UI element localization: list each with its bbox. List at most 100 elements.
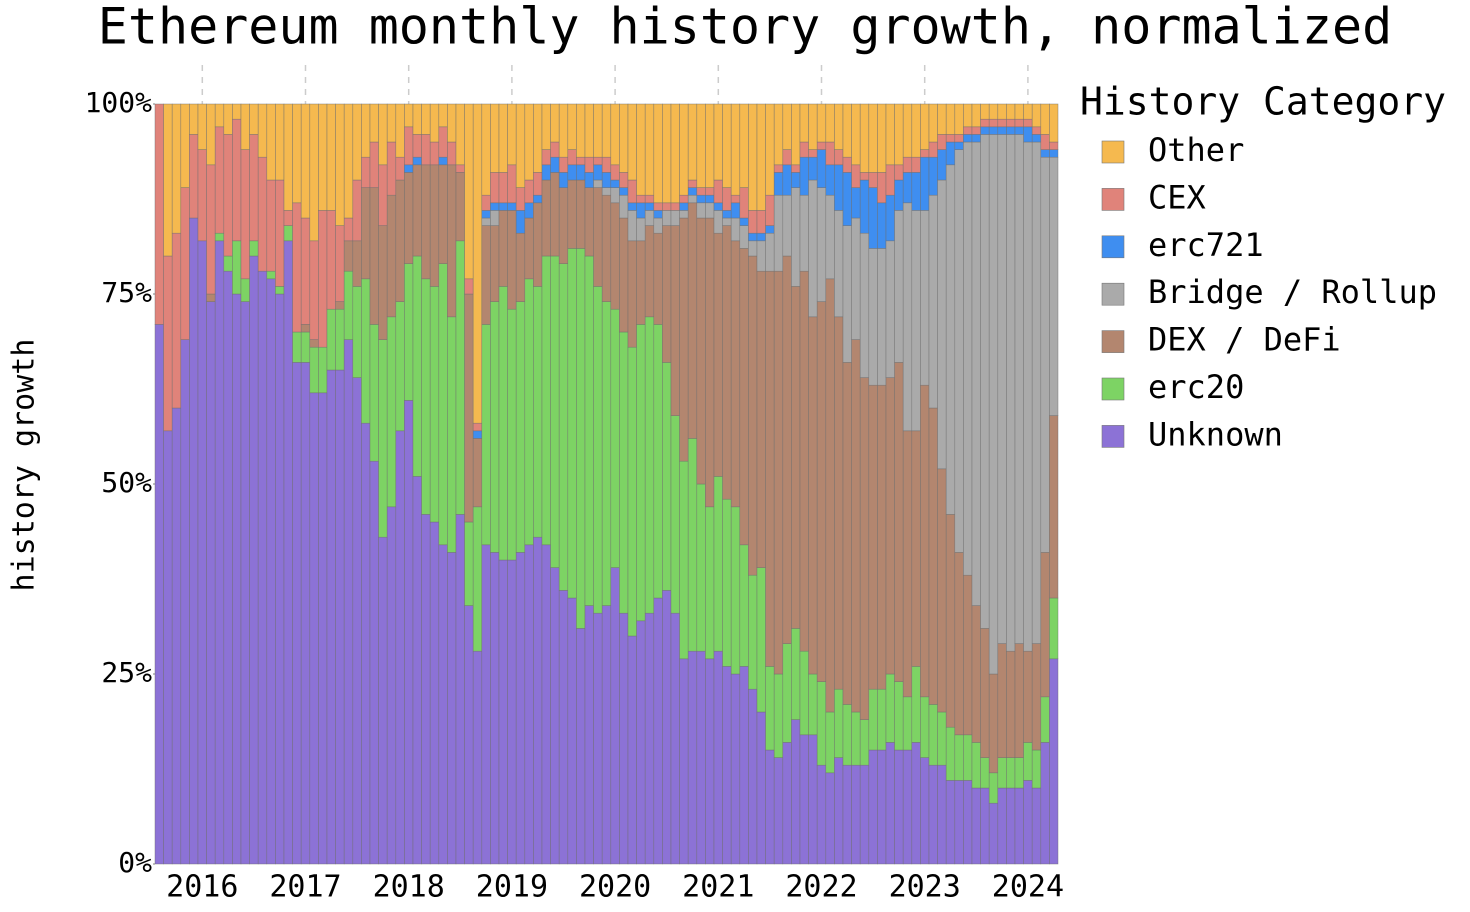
bar-segment xyxy=(163,103,173,257)
bar-segment xyxy=(558,187,569,264)
bar-segment xyxy=(343,240,354,272)
bar-segment xyxy=(859,179,870,234)
bar-segment xyxy=(722,225,732,500)
bar-segment xyxy=(687,438,698,652)
bar-segment xyxy=(834,164,844,211)
bar-segment xyxy=(1040,696,1050,743)
y-axis-label: history growth xyxy=(7,339,42,592)
bar-segment xyxy=(335,369,345,865)
legend-label: erc20 xyxy=(1148,368,1244,406)
bar-segment xyxy=(782,149,792,166)
bar-segment xyxy=(533,194,543,204)
bar-segment xyxy=(696,202,706,219)
bar-segment xyxy=(438,103,448,128)
bar-segment xyxy=(877,248,887,386)
bar-segment xyxy=(920,103,930,150)
bar-segment xyxy=(885,194,895,242)
bar-segment xyxy=(292,103,302,204)
bar-segment xyxy=(713,202,723,211)
bar-segment xyxy=(1040,149,1050,158)
bar-segment xyxy=(920,757,930,865)
bar-segment xyxy=(748,103,758,211)
bar-segment xyxy=(610,567,620,865)
bar-segment xyxy=(851,764,861,865)
bar-segment xyxy=(266,103,276,181)
bar-segment xyxy=(1049,141,1059,150)
bar-segment xyxy=(885,742,895,865)
bar-segment xyxy=(687,179,698,188)
bar-segment xyxy=(877,688,887,751)
bar-segment xyxy=(619,103,629,173)
bar-segment xyxy=(249,134,259,242)
bar-segment xyxy=(214,240,225,865)
bar-segment xyxy=(343,103,354,219)
bar-segment xyxy=(421,134,431,166)
bar-segment xyxy=(825,278,835,713)
bar-segment xyxy=(971,787,981,865)
bar-segment xyxy=(412,476,422,865)
bar-segment xyxy=(877,103,887,173)
bar-segment xyxy=(988,103,999,120)
bar-segment xyxy=(902,103,913,158)
bar-segment xyxy=(361,156,371,188)
bar-segment xyxy=(937,711,947,766)
bar-segment xyxy=(859,764,870,865)
bar-segment xyxy=(429,521,440,865)
chart-title: Ethereum monthly history growth, normali… xyxy=(98,0,1392,56)
bar-segment xyxy=(816,141,827,150)
bar-segment xyxy=(326,369,336,865)
bar-segment xyxy=(326,103,336,211)
bar-segment xyxy=(1006,134,1016,652)
bar-segment xyxy=(627,179,637,204)
bar-segment xyxy=(438,164,448,264)
bar-segment xyxy=(214,126,225,234)
bar-segment xyxy=(765,103,775,196)
bar-segment xyxy=(894,103,904,166)
bar-segment xyxy=(653,232,663,325)
x-tick-label: 2017 xyxy=(269,870,341,905)
bar-segment xyxy=(662,103,672,204)
x-tick-label: 2023 xyxy=(889,870,961,905)
bar-segment xyxy=(773,194,784,272)
bar-segment xyxy=(369,141,379,188)
bar-segment xyxy=(481,103,491,196)
bar-segment xyxy=(842,225,852,363)
bar-segment xyxy=(636,202,646,219)
x-tick-label: 2021 xyxy=(682,870,754,905)
bar-segment xyxy=(412,156,422,166)
bar-segment xyxy=(739,544,749,667)
bar-segment xyxy=(662,225,672,363)
y-tick-label: 0% xyxy=(118,846,152,879)
bar-segment xyxy=(653,217,663,234)
bar-segment xyxy=(343,270,354,340)
bar-segment xyxy=(533,286,543,538)
bar-segment xyxy=(309,240,319,340)
bar-segment xyxy=(911,430,921,667)
bar-segment xyxy=(808,316,818,675)
bar-segment xyxy=(361,103,371,158)
bar-segment xyxy=(713,103,723,181)
bar-segment xyxy=(1014,103,1024,120)
bar-segment xyxy=(1006,126,1016,135)
bar-segment xyxy=(705,506,715,660)
bar-segment xyxy=(1040,156,1050,553)
bar-segment xyxy=(1023,118,1033,128)
bar-segment xyxy=(455,172,465,242)
bar-segment xyxy=(171,407,182,865)
bar-segment xyxy=(567,248,577,599)
bar-segment xyxy=(825,194,835,280)
legend-swatch xyxy=(1101,188,1125,211)
bar-segment xyxy=(756,567,766,713)
bar-segment xyxy=(739,666,749,865)
bar-segment xyxy=(438,156,448,166)
bar-segment xyxy=(662,210,672,226)
bar-segment xyxy=(722,498,732,667)
bar-segment xyxy=(498,210,508,287)
bar-segment xyxy=(429,286,440,523)
bar-segment xyxy=(748,210,758,234)
bar-segment xyxy=(490,202,500,211)
bar-segment xyxy=(713,232,723,477)
bar-segment xyxy=(859,103,870,173)
bar-segment xyxy=(1014,643,1024,758)
